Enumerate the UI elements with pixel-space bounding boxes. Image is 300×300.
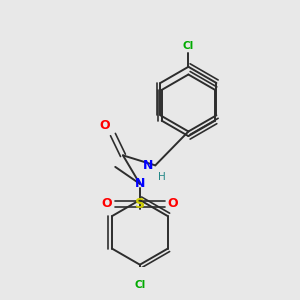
Text: O: O — [101, 197, 112, 210]
Text: N: N — [142, 159, 153, 172]
Text: Cl: Cl — [183, 41, 194, 51]
Text: O: O — [99, 119, 110, 132]
Text: N: N — [135, 177, 145, 190]
Text: O: O — [168, 197, 178, 210]
Text: Cl: Cl — [134, 280, 146, 290]
Text: S: S — [135, 197, 145, 211]
Text: H: H — [158, 172, 166, 182]
